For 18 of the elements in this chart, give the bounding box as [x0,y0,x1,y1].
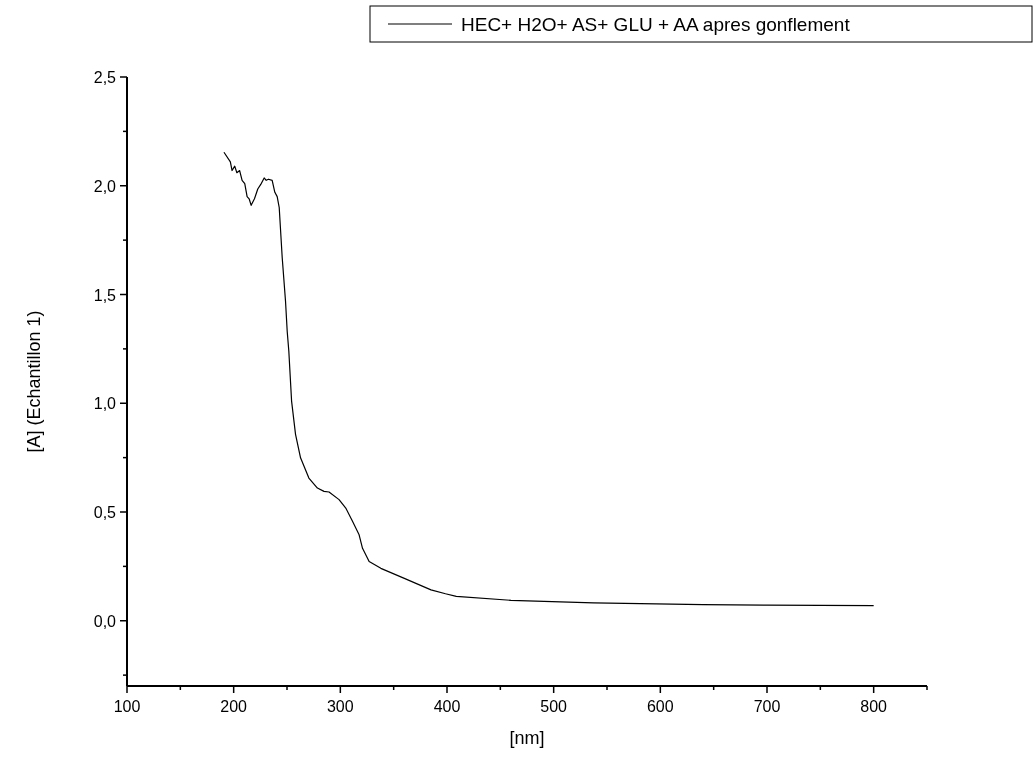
y-tick-label: 0,5 [93,504,117,521]
x-axis-title: [nm] [509,728,545,748]
y-tick-label: 2,0 [93,177,117,195]
x-tick-label: 200 [220,698,248,715]
x-tick-label: 800 [860,698,888,715]
y-tick-label: 1,0 [93,395,117,413]
x-tick-label: 500 [540,698,568,715]
x-tick-label: 600 [646,698,674,715]
x-tick-label: 700 [753,698,781,715]
y-axis-title: [A] (Echantillon 1) [24,310,44,453]
y-tick-label: 1,5 [93,286,117,304]
x-tick-label: 100 [113,698,141,715]
line-series [223,151,875,607]
x-tick-label: 300 [326,698,354,715]
x-tick-label: 400 [433,698,461,715]
y-tick-label: 0,0 [93,612,117,630]
legend-label: HEC+ H2O+ AS+ GLU + AA apres gonflement [461,14,851,35]
y-tick-label: 2,5 [93,69,117,86]
